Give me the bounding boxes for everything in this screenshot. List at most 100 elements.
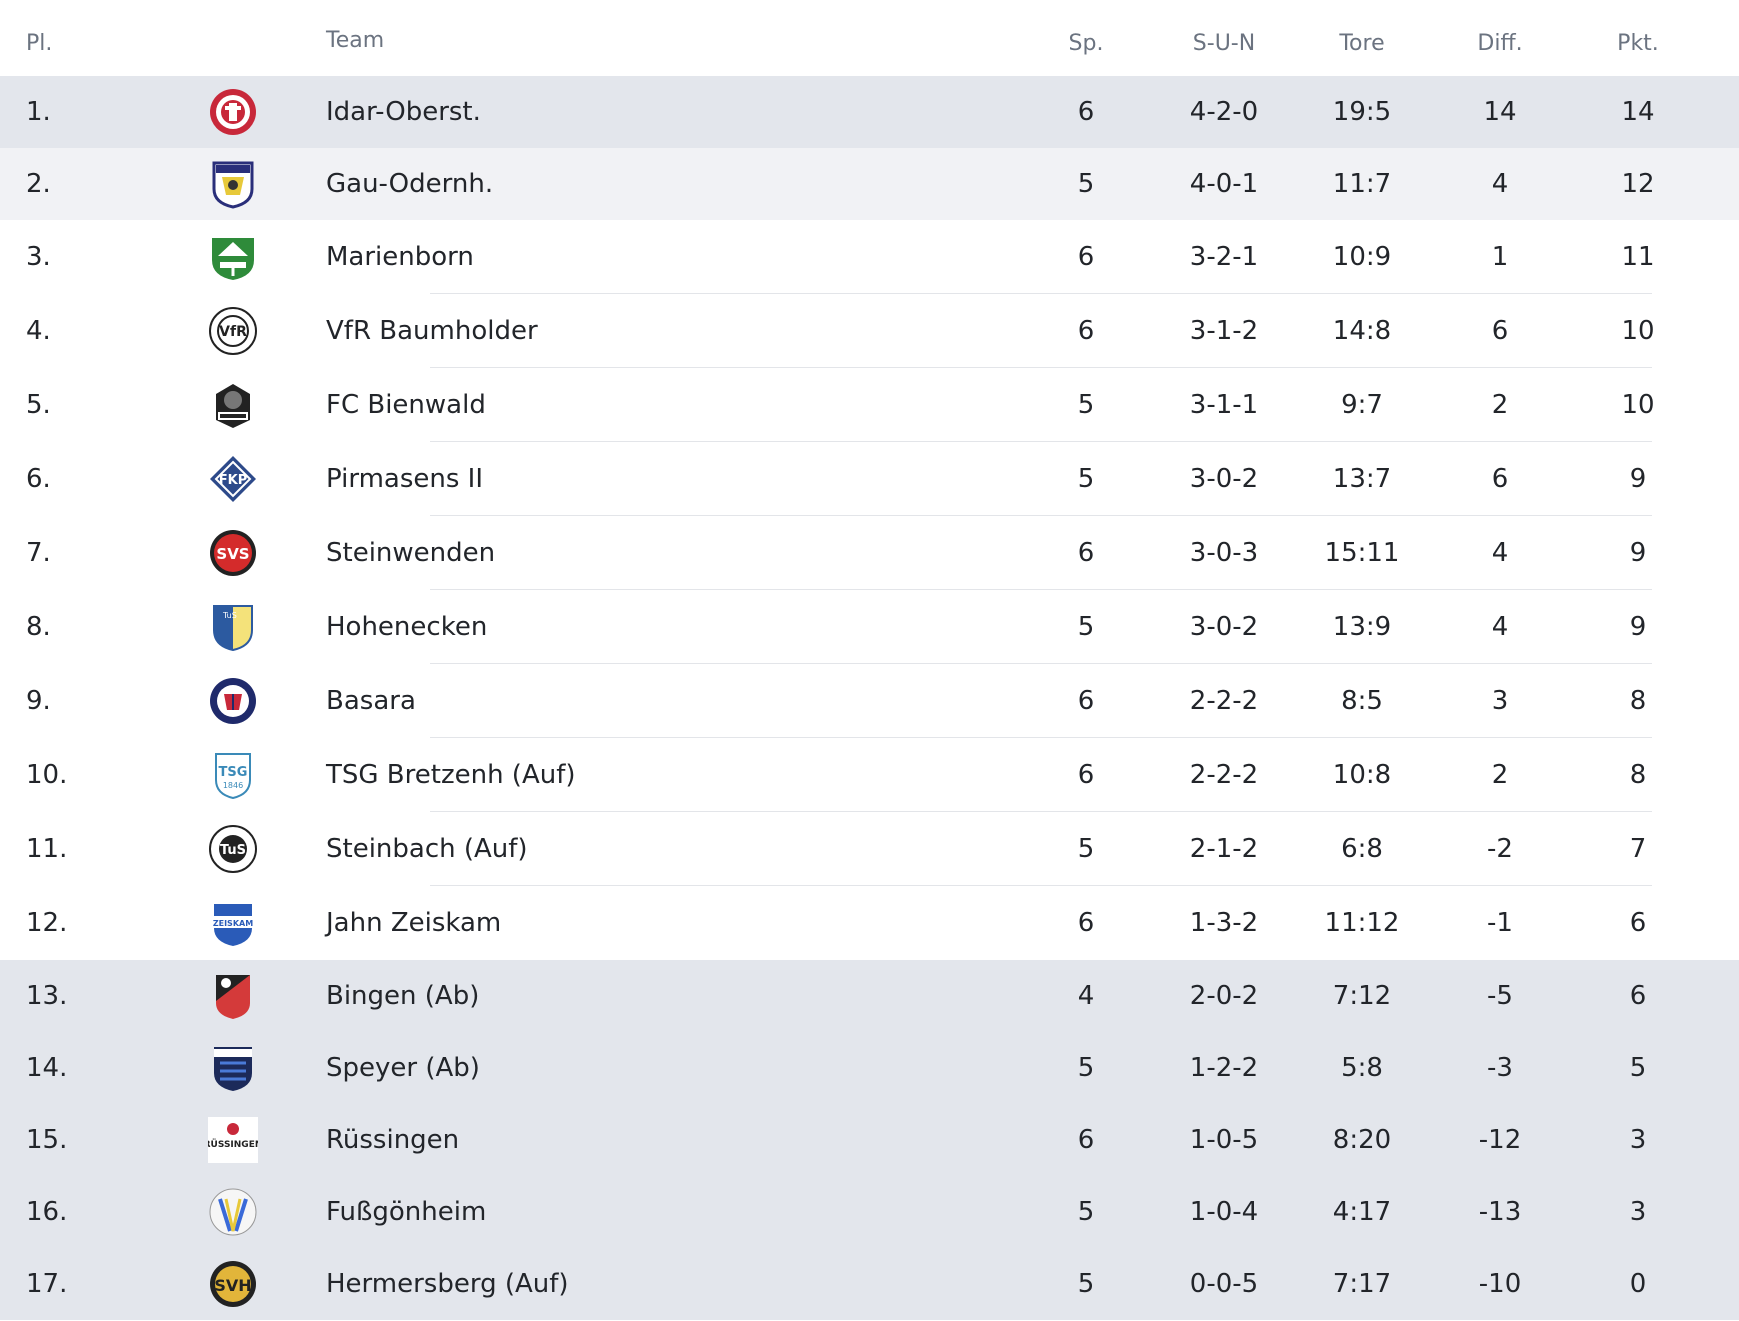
points-cell: 11 — [1621, 242, 1655, 272]
points-cell: 6 — [1629, 908, 1647, 938]
goals-cell: 4:17 — [1332, 1197, 1392, 1227]
table-row[interactable]: 11. Steinbach (Auf) 5 2-1-2 6:8 -2 7 TuS — [0, 812, 1739, 886]
games-played-cell: 6 — [1077, 760, 1095, 790]
ruessingen-crest-icon: RÜSSINGEN — [208, 1115, 258, 1165]
games-played-cell: 5 — [1077, 1269, 1095, 1299]
header-pos: Pl. — [26, 31, 53, 56]
goals-cell: 6:8 — [1341, 834, 1383, 864]
goals-cell: 14:8 — [1332, 316, 1392, 346]
table-row[interactable]: 5. FC Bienwald 5 3-1-1 9:7 2 10 — [0, 368, 1739, 442]
win-draw-loss-cell: 1-0-4 — [1189, 1197, 1259, 1227]
position-cell: 9. — [26, 686, 51, 716]
table-row[interactable]: 9. Basara 6 2-2-2 8:5 3 8 — [0, 664, 1739, 738]
win-draw-loss-cell: 2-2-2 — [1189, 760, 1259, 790]
table-row[interactable]: 1. Idar-Oberst. 6 4-2-0 19:5 14 14 — [0, 76, 1739, 148]
row-divider — [430, 811, 1652, 812]
header-pkt: Pkt. — [1617, 31, 1659, 56]
points-cell: 14 — [1621, 97, 1655, 127]
games-played-cell: 5 — [1077, 834, 1095, 864]
games-played-cell: 6 — [1077, 908, 1095, 938]
row-divider — [430, 367, 1652, 368]
speyer-crest-icon — [208, 1043, 258, 1093]
goal-difference-cell: -1 — [1487, 908, 1513, 938]
team-name: VfR Baumholder — [326, 316, 538, 346]
row-divider — [430, 885, 1652, 886]
goals-cell: 13:7 — [1332, 464, 1392, 494]
svg-text:ZEISKAM: ZEISKAM — [213, 919, 253, 928]
games-played-cell: 5 — [1077, 390, 1095, 420]
win-draw-loss-cell: 1-0-5 — [1189, 1125, 1259, 1155]
hohenecken-crest-icon: TuS — [208, 602, 258, 652]
win-draw-loss-cell: 1-2-2 — [1189, 1053, 1259, 1083]
bienwald-crest-icon — [208, 380, 258, 430]
goal-difference-cell: 6 — [1491, 316, 1509, 346]
win-draw-loss-cell: 3-1-2 — [1189, 316, 1259, 346]
table-row[interactable]: 12. Jahn Zeiskam 6 1-3-2 11:12 -1 6 ZEISKAM — [0, 886, 1739, 960]
team-name: Hohenecken — [326, 612, 488, 642]
games-played-cell: 6 — [1077, 686, 1095, 716]
win-draw-loss-cell: 3-0-3 — [1189, 538, 1259, 568]
team-name: Steinbach (Auf) — [326, 834, 528, 864]
points-cell: 12 — [1621, 169, 1655, 199]
team-name: Hermersberg (Auf) — [326, 1269, 569, 1299]
team-name: Basara — [326, 686, 416, 716]
row-divider — [430, 515, 1652, 516]
goal-difference-cell: 1 — [1491, 242, 1509, 272]
win-draw-loss-cell: 3-0-2 — [1189, 464, 1259, 494]
games-played-cell: 5 — [1077, 1053, 1095, 1083]
table-row[interactable]: 4. VfR Baumholder 6 3-1-2 14:8 6 10 VfR — [0, 294, 1739, 368]
hermersberg-crest-icon: SVH — [208, 1259, 258, 1309]
games-played-cell: 6 — [1077, 1125, 1095, 1155]
team-name: Rüssingen — [326, 1125, 460, 1155]
team-name: Steinwenden — [326, 538, 496, 568]
table-row[interactable]: 17. Hermersberg (Auf) 5 0-0-5 7:17 -10 0 SVH — [0, 1248, 1739, 1320]
points-cell: 9 — [1629, 538, 1647, 568]
header-sun: S-U-N — [1192, 31, 1256, 56]
goals-cell: 13:9 — [1332, 612, 1392, 642]
marienborn-crest-icon — [208, 232, 258, 282]
points-cell: 6 — [1629, 981, 1647, 1011]
goal-difference-cell: -13 — [1478, 1197, 1522, 1227]
position-cell: 3. — [26, 242, 51, 272]
svg-text:VfR: VfR — [219, 324, 247, 340]
position-cell: 6. — [26, 464, 51, 494]
team-name: Speyer (Ab) — [326, 1053, 480, 1083]
goals-cell: 10:9 — [1332, 242, 1392, 272]
position-cell: 13. — [26, 981, 68, 1011]
team-name: TSG Bretzenh (Auf) — [326, 760, 576, 790]
win-draw-loss-cell: 4-0-1 — [1189, 169, 1259, 199]
table-row[interactable]: 10. TSG Bretzenh (Auf) 6 2-2-2 10:8 2 8 TSG 1846 — [0, 738, 1739, 812]
header-tore: Tore — [1339, 31, 1385, 56]
table-row[interactable]: 2. Gau-Odernh. 5 4-0-1 11:7 4 12 — [0, 148, 1739, 220]
table-row[interactable]: 13. Bingen (Ab) 4 2-0-2 7:12 -5 6 — [0, 960, 1739, 1032]
position-cell: 15. — [26, 1125, 68, 1155]
team-name: Marienborn — [326, 242, 474, 272]
goal-difference-cell: -12 — [1478, 1125, 1522, 1155]
table-row[interactable]: 6. Pirmasens II 5 3-0-2 13:7 6 9 FKP — [0, 442, 1739, 516]
basara-crest-icon — [208, 676, 258, 726]
position-cell: 17. — [26, 1269, 68, 1299]
row-divider — [430, 663, 1652, 664]
svg-text:SVS: SVS — [216, 545, 249, 563]
points-cell: 8 — [1629, 686, 1647, 716]
svg-text:RÜSSINGEN: RÜSSINGEN — [208, 1139, 258, 1150]
table-row[interactable]: 8. Hohenecken 5 3-0-2 13:9 4 9 TuS — [0, 590, 1739, 664]
table-row[interactable]: 16. Fußgönheim 5 1-0-4 4:17 -13 3 — [0, 1176, 1739, 1248]
games-played-cell: 6 — [1077, 538, 1095, 568]
position-cell: 4. — [26, 316, 51, 346]
points-cell: 5 — [1629, 1053, 1647, 1083]
row-divider — [430, 293, 1652, 294]
goals-cell: 8:5 — [1341, 686, 1383, 716]
table-row[interactable]: 14. Speyer (Ab) 5 1-2-2 5:8 -3 5 — [0, 1032, 1739, 1104]
svg-text:TuS: TuS — [222, 611, 237, 620]
position-cell: 7. — [26, 538, 51, 568]
svg-text:TSG: TSG — [219, 765, 248, 780]
games-played-cell: 4 — [1077, 981, 1095, 1011]
table-row[interactable]: 15. Rüssingen 6 1-0-5 8:20 -12 3 RÜSSINGEN — [0, 1104, 1739, 1176]
goals-cell: 19:5 — [1332, 97, 1392, 127]
win-draw-loss-cell: 2-1-2 — [1189, 834, 1259, 864]
goals-cell: 8:20 — [1332, 1125, 1392, 1155]
table-row[interactable]: 7. Steinwenden 6 3-0-3 15:11 4 9 SVS — [0, 516, 1739, 590]
table-row[interactable]: 3. Marienborn 6 3-2-1 10:9 1 11 — [0, 220, 1739, 294]
goal-difference-cell: 4 — [1491, 538, 1509, 568]
